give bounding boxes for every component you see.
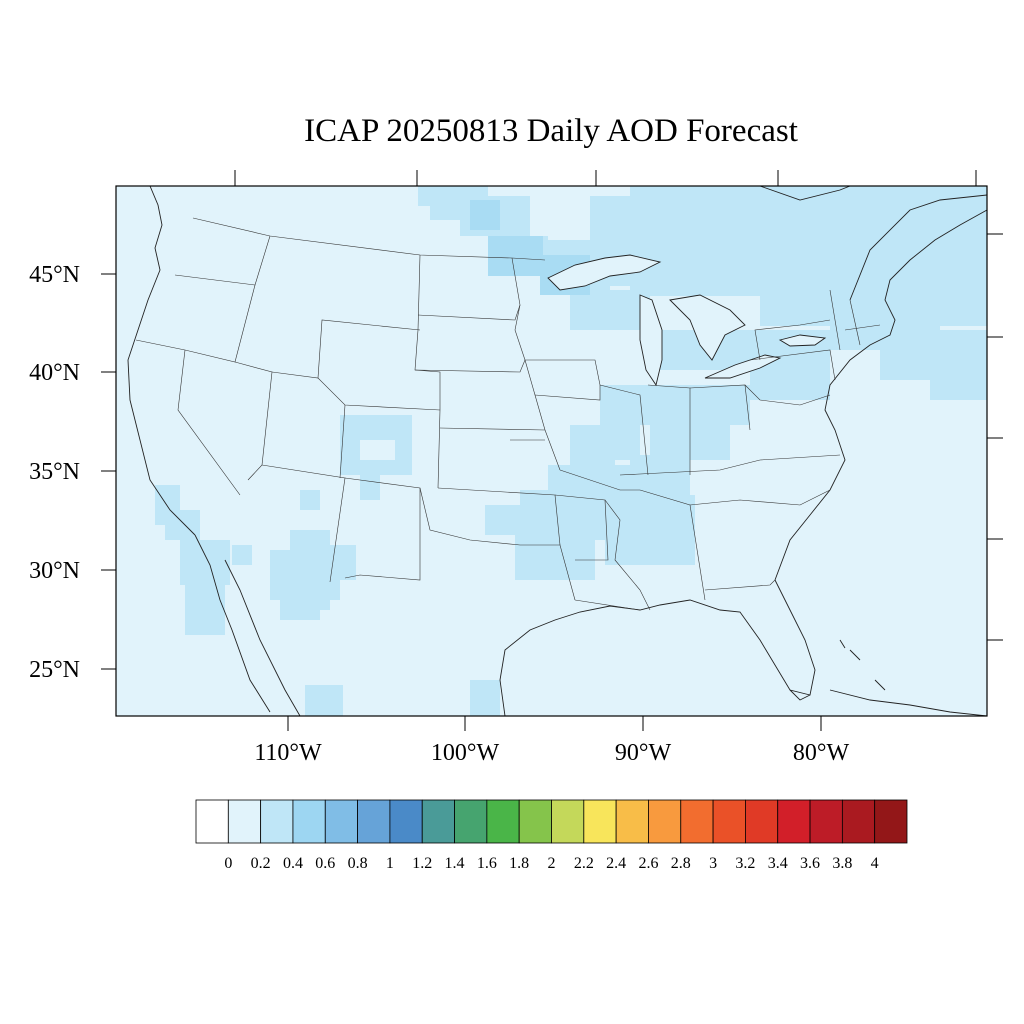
colorbar-swatch [260, 799, 294, 844]
colorbar-swatch [777, 799, 811, 844]
colorbar-label: 3 [709, 855, 717, 872]
colorbar-label: 2.6 [638, 855, 658, 872]
colorbar-label: 2.2 [574, 855, 594, 872]
colorbar-label: 2.4 [606, 855, 626, 872]
colorbar-swatch [809, 799, 843, 844]
colorbar-swatch [454, 799, 488, 844]
colorbar-swatch [518, 799, 552, 844]
colorbar-swatch [421, 799, 455, 844]
colorbar-label: 1.2 [412, 855, 432, 872]
state-boundaries [135, 217, 881, 611]
colorbar-label: 3.4 [768, 855, 788, 872]
colorbar-label: 1.6 [477, 855, 497, 872]
colorbar-swatch [324, 799, 358, 844]
longitude-labels: 110°W 100°W 90°W 80°W [254, 740, 849, 766]
colorbar-label: 3.6 [800, 855, 820, 872]
lon-label: 100°W [431, 740, 500, 766]
colorbar-label: 1 [386, 855, 394, 872]
colorbar-swatch [648, 799, 682, 844]
colorbar-swatch [680, 799, 714, 844]
map-frame [115, 185, 988, 717]
colorbar-label: 3.8 [832, 855, 852, 872]
lat-label: 30°N [29, 558, 80, 584]
colorbar-swatch [615, 799, 649, 844]
colorbar-swatch [486, 799, 520, 844]
great-lakes [547, 254, 827, 387]
colorbar-label: 0.8 [348, 855, 368, 872]
colorbar-swatch [583, 799, 617, 844]
colorbar-swatch [712, 799, 746, 844]
colorbar-label: 0.2 [251, 855, 271, 872]
colorbar-label: 1.8 [509, 855, 529, 872]
colorbar-swatch [195, 799, 229, 844]
colorbar-swatch [874, 799, 908, 844]
lat-label: 45°N [29, 262, 80, 288]
colorbar-label: 0.4 [283, 855, 303, 872]
map-panel: 45°N 40°N 35°N 30°N 25°N 110°W 100°W 90°… [29, 170, 1003, 766]
colorbar-swatch [292, 799, 326, 844]
colorbar-swatch [841, 799, 876, 844]
colorbar-swatch [551, 799, 585, 844]
colorbar-swatch [389, 799, 423, 844]
map-title: ICAP 20250813 Daily AOD Forecast [304, 113, 798, 149]
map-ticks [101, 170, 1003, 731]
colorbar-label: 2.8 [671, 855, 691, 872]
lon-label: 80°W [793, 740, 850, 766]
lon-label: 110°W [254, 740, 322, 766]
coastlines [127, 186, 987, 716]
lon-label: 90°W [615, 740, 672, 766]
lat-label: 40°N [29, 360, 80, 386]
lat-label: 35°N [29, 459, 80, 485]
colorbar-swatch [745, 799, 779, 844]
colorbar-swatch [357, 799, 391, 844]
colorbar-label: 0.6 [315, 855, 335, 872]
aod-colorbar: 0 0.2 0.4 0.6 0.8 1 1.2 1.4 1.6 1.8 2 2.2 2.4 2.6 2.8 3… [195, 799, 908, 872]
colorbar-label: 0 [224, 855, 232, 872]
colorbar-label: 1.4 [445, 855, 465, 872]
lat-label: 25°N [29, 657, 80, 683]
colorbar-label: 3.2 [735, 855, 755, 872]
colorbar-label: 2 [548, 855, 556, 872]
colorbar-label: 4 [871, 855, 879, 872]
colorbar-swatch [227, 799, 262, 844]
latitude-labels: 45°N 40°N 35°N 30°N 25°N [29, 262, 80, 683]
